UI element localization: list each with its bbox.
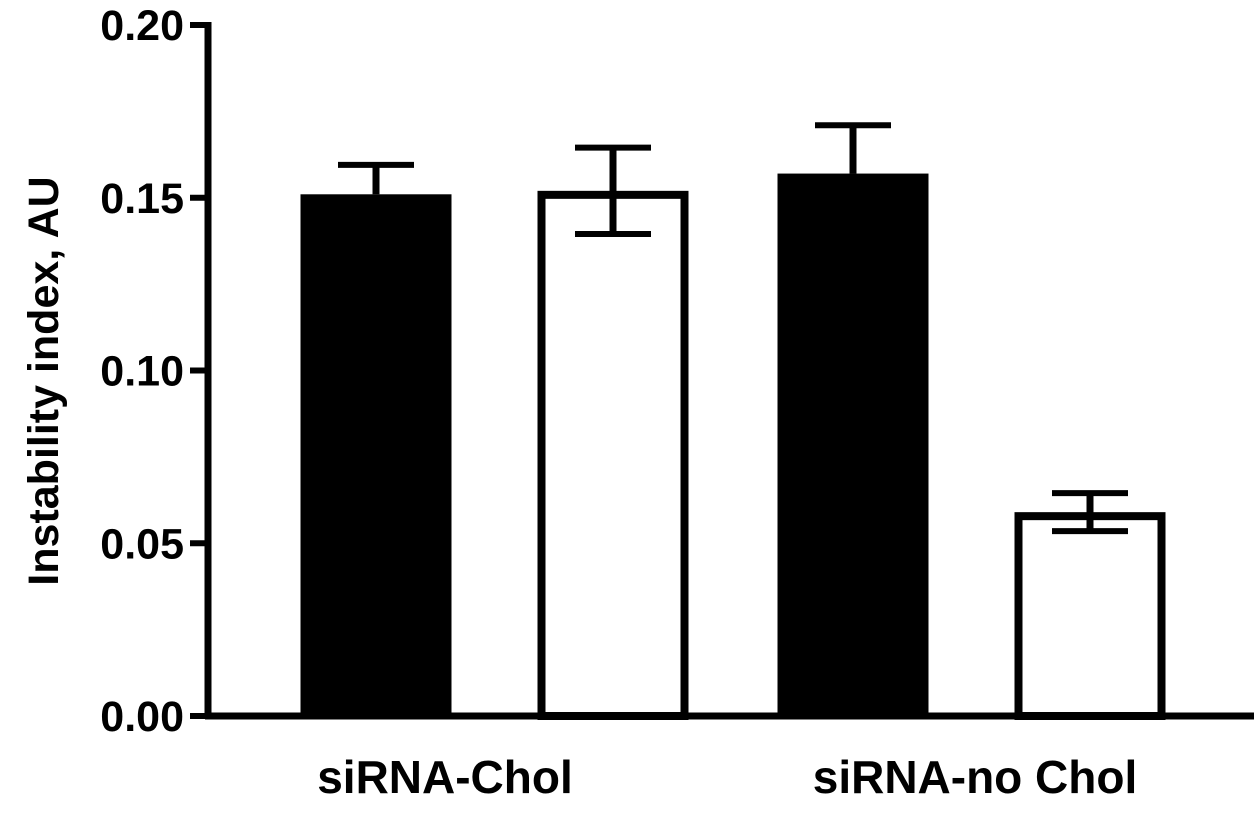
bar-open xyxy=(1014,512,1166,721)
y-tick-label: 0.15 xyxy=(100,175,184,223)
text-layer: 0.00 0.05 0.10 0.15 0.20 siRNA-Chol siRNA-no C… xyxy=(100,2,1137,803)
x-category-label: siRNA-Chol xyxy=(317,751,573,803)
bar-filled xyxy=(777,173,929,716)
y-tick-label: 0.05 xyxy=(100,520,184,568)
error-bar xyxy=(338,161,414,195)
y-axis-title: Instability index, AU xyxy=(20,176,68,585)
bar-open xyxy=(537,190,689,720)
error-bar-overlay xyxy=(1052,493,1128,535)
y-tick-label: 0.00 xyxy=(100,693,184,741)
x-category-label: siRNA-no Chol xyxy=(813,751,1138,803)
bars-layer xyxy=(300,122,1166,721)
axes-layer xyxy=(190,22,1254,720)
y-tick-label: 0.20 xyxy=(100,2,184,50)
error-bar xyxy=(815,122,891,174)
error-bar-overlay xyxy=(575,147,651,238)
bar-filled xyxy=(300,194,452,717)
y-tick-label: 0.10 xyxy=(100,348,184,396)
